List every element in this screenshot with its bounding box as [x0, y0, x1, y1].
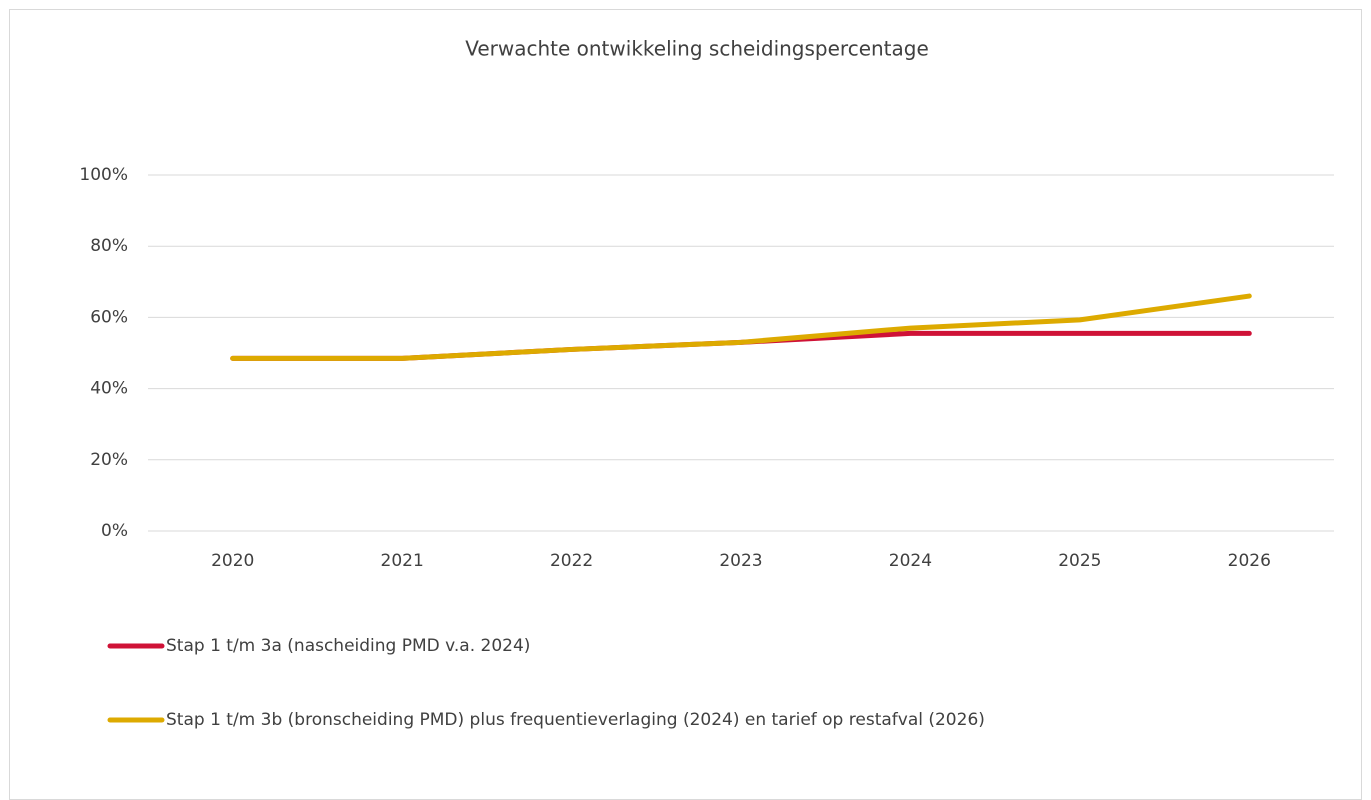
x-tick-label: 2021 — [381, 551, 424, 571]
y-tick-label: 80% — [90, 236, 128, 256]
y-tick-label: 100% — [79, 165, 128, 185]
series-line — [230, 293, 1252, 361]
x-tick-label: 2022 — [550, 551, 593, 571]
legend-label: Stap 1 t/m 3a (nascheiding PMD v.a. 2024… — [166, 636, 530, 656]
y-tick-label: 60% — [90, 307, 128, 327]
y-tick-label: 20% — [90, 450, 128, 470]
x-tick-label: 2026 — [1228, 551, 1271, 571]
y-tick-label: 0% — [101, 521, 128, 541]
x-tick-label: 2020 — [211, 551, 254, 571]
chart-title: Verwachte ontwikkeling scheidingspercent… — [465, 37, 929, 61]
legend-label: Stap 1 t/m 3b (bronscheiding PMD) plus f… — [166, 710, 985, 730]
x-tick-label: 2024 — [889, 551, 932, 571]
y-tick-label: 40% — [90, 379, 128, 399]
x-tick-label: 2025 — [1058, 551, 1101, 571]
x-tick-label: 2023 — [719, 551, 762, 571]
chart-border — [9, 9, 1362, 800]
